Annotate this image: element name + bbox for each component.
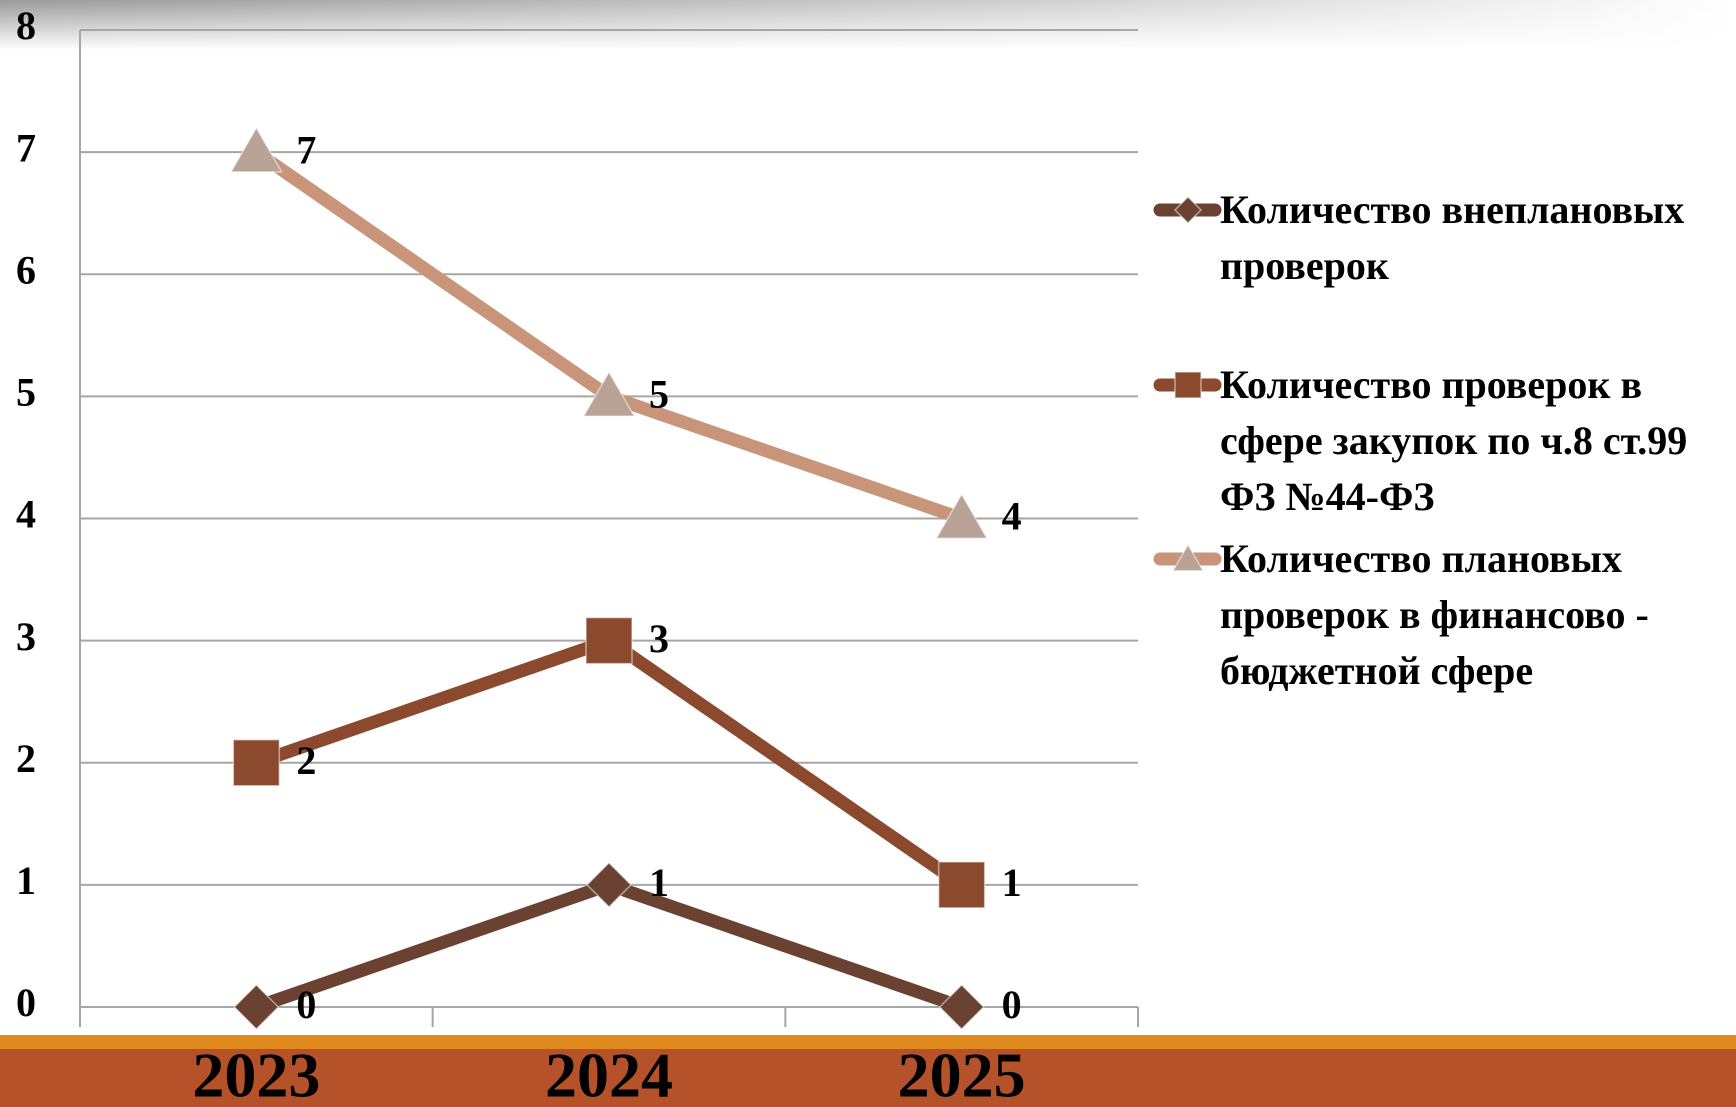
marker	[935, 492, 989, 540]
data-label: 1	[1002, 860, 1022, 905]
y-tick-label: 2	[16, 736, 36, 781]
rust-band	[0, 1049, 1736, 1107]
legend-label: Количество внеплановых проверок	[1220, 187, 1685, 288]
marker	[585, 616, 633, 665]
marker	[1171, 543, 1205, 572]
data-label: 5	[649, 372, 669, 417]
data-label: 3	[649, 616, 669, 661]
x-tick-label: 2025	[898, 1040, 1026, 1107]
data-label: 0	[1002, 982, 1022, 1027]
marker	[582, 370, 636, 417]
data-label: 2	[296, 738, 316, 783]
y-tick-label: 3	[16, 614, 36, 659]
legend-label: Количество плановых проверок в финансово…	[1220, 536, 1649, 693]
data-label: 4	[1002, 494, 1022, 539]
series-line	[252, 146, 964, 525]
x-tick-label: 2023	[192, 1040, 320, 1107]
data-label: 7	[296, 127, 316, 172]
marker	[1173, 195, 1203, 225]
y-tick-label: 7	[16, 125, 36, 170]
y-tick-label: 4	[16, 492, 36, 537]
marker	[585, 861, 633, 908]
marker	[1174, 371, 1202, 399]
x-tick-label: 2024	[545, 1040, 673, 1107]
marker	[938, 983, 985, 1031]
marker	[233, 983, 280, 1031]
orange-band	[0, 1035, 1736, 1049]
legend-label: Количество проверок в сфере закупок по ч…	[1220, 362, 1688, 519]
y-tick-label: 1	[16, 858, 36, 903]
data-label: 1	[649, 860, 669, 905]
y-tick-label: 5	[16, 370, 36, 415]
y-tick-label: 8	[16, 3, 36, 48]
y-tick-label: 0	[16, 980, 36, 1025]
marker	[232, 739, 281, 787]
data-label: 0	[296, 982, 316, 1027]
y-tick-label: 6	[16, 247, 36, 292]
marker	[229, 126, 283, 173]
marker	[937, 861, 986, 909]
top-band-fade	[0, 0, 1736, 50]
